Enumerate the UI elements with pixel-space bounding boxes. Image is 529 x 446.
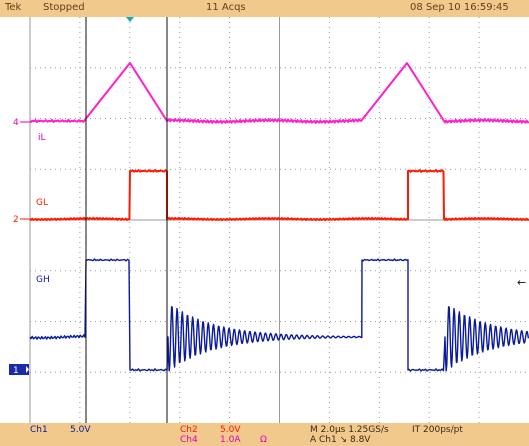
svg-text:2: 2 [13,215,19,225]
timebase-readout: M 2.0μs 1.25GS/s [310,425,389,435]
brand-label: Tek [5,2,22,13]
waveform-traces [29,62,529,372]
record-length-readout: IT 200ps/pt [412,425,463,435]
il-trace-label: iL [38,133,46,143]
offscreen-arrow-icon: ← [517,276,526,289]
gl-waveform [29,169,529,222]
ch4-name: Ch4 [180,435,198,445]
gh-waveform [29,258,529,372]
il-waveform [29,62,529,124]
datetime-label: 08 Sep 10 16:59:45 [410,2,509,13]
gl-trace-label: GL [36,198,48,208]
trigger-position-icon[interactable] [126,17,134,22]
ch1-name: Ch1 [30,425,48,435]
ch1-scale: 5.0V [70,425,91,435]
acquisition-count: 11 Acqs [206,2,246,13]
ch2-scale: 5.0V [220,425,241,435]
svg-text:4: 4 [13,118,19,128]
channel-2-marker[interactable]: 2 [13,215,30,225]
svg-text:1: 1 [13,366,19,376]
ch4-scale: 1.0A [220,435,241,445]
readout-bar: Ch1 5.0V Ch2 5.0V Ch4 1.0A Ω M 2.0μs 1.2… [0,423,529,446]
ch4-unit: Ω [260,435,267,445]
channel-1-marker[interactable]: 1 [9,364,29,376]
gh-trace-label: GH [36,275,50,285]
run-state-label: Stopped [43,2,85,13]
trigger-readout: A Ch1 ↘ 8.8V [310,435,371,445]
ch2-name: Ch2 [180,425,198,435]
channel-4-marker[interactable]: 4 [13,118,30,128]
status-bar: Tek Stopped 11 Acqs 08 Sep 10 16:59:45 [0,0,529,17]
